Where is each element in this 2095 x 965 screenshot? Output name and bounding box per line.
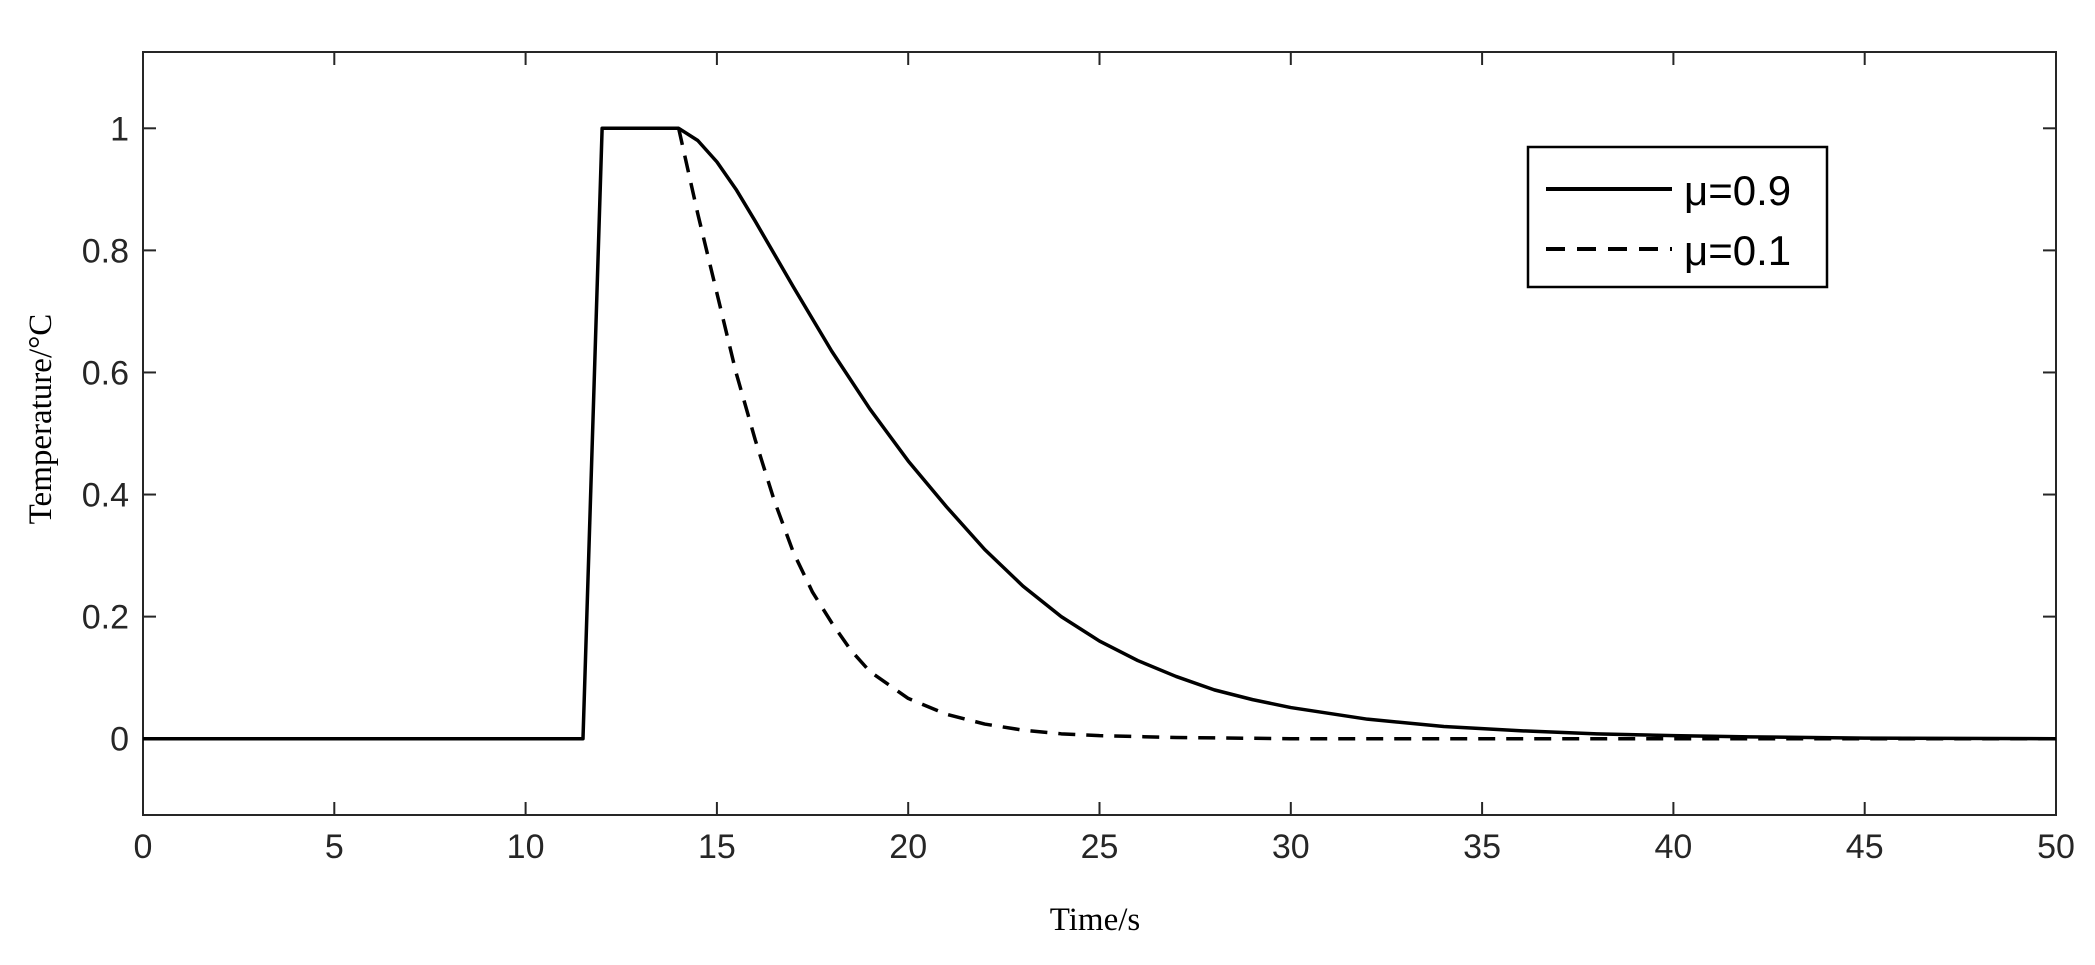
y-tick-label: 0.2 bbox=[82, 599, 129, 637]
x-tick-label: 45 bbox=[1846, 828, 1884, 866]
y-tick-label: 0.4 bbox=[82, 477, 129, 515]
legend-box bbox=[1526, 145, 1829, 289]
x-tick-label: 10 bbox=[507, 828, 545, 866]
series-line-mu-0-9 bbox=[143, 126, 2057, 741]
x-tick-label: 25 bbox=[1081, 828, 1119, 866]
x-tick-label: 40 bbox=[1654, 828, 1692, 866]
x-tick-label: 15 bbox=[698, 828, 736, 866]
y-tick-label: 0.8 bbox=[82, 232, 129, 270]
series-group bbox=[143, 126, 2057, 741]
x-tick-label: 0 bbox=[134, 828, 153, 866]
labels-group: 0 5 10 15 20 25 30 35 40 45 50 0 0.2 0.4 0.6 0.8 1 bbox=[82, 110, 2075, 866]
legend-label-mu-0-1: μ=0.1 bbox=[1684, 227, 1791, 274]
x-axis-title: Time/s bbox=[1050, 902, 1141, 938]
y-axis-title: Temperature/°C bbox=[23, 314, 59, 525]
y-tick-label: 0.6 bbox=[82, 354, 129, 392]
x-tick-label: 20 bbox=[889, 828, 927, 866]
x-tick-label: 30 bbox=[1272, 828, 1310, 866]
x-tick-label: 5 bbox=[325, 828, 344, 866]
legend-label-mu-0-9: μ=0.9 bbox=[1684, 167, 1791, 214]
x-tick-label: 35 bbox=[1463, 828, 1501, 866]
series-line-mu-0-1 bbox=[676, 127, 2056, 741]
x-tick-label: 50 bbox=[2037, 828, 2075, 866]
y-tick-label: 0 bbox=[110, 721, 129, 759]
legend: μ=0.9 μ=0.1 bbox=[1526, 145, 1829, 289]
y-tick-label: 1 bbox=[110, 110, 129, 148]
